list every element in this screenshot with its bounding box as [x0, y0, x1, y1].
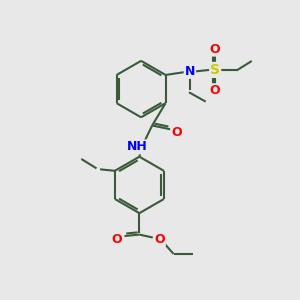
Text: O: O — [171, 126, 182, 139]
Text: O: O — [112, 232, 122, 245]
Text: O: O — [210, 84, 220, 97]
Text: NH: NH — [127, 140, 148, 153]
Text: O: O — [210, 43, 220, 56]
Text: O: O — [154, 232, 165, 245]
Text: N: N — [185, 65, 195, 78]
Text: S: S — [210, 63, 220, 77]
